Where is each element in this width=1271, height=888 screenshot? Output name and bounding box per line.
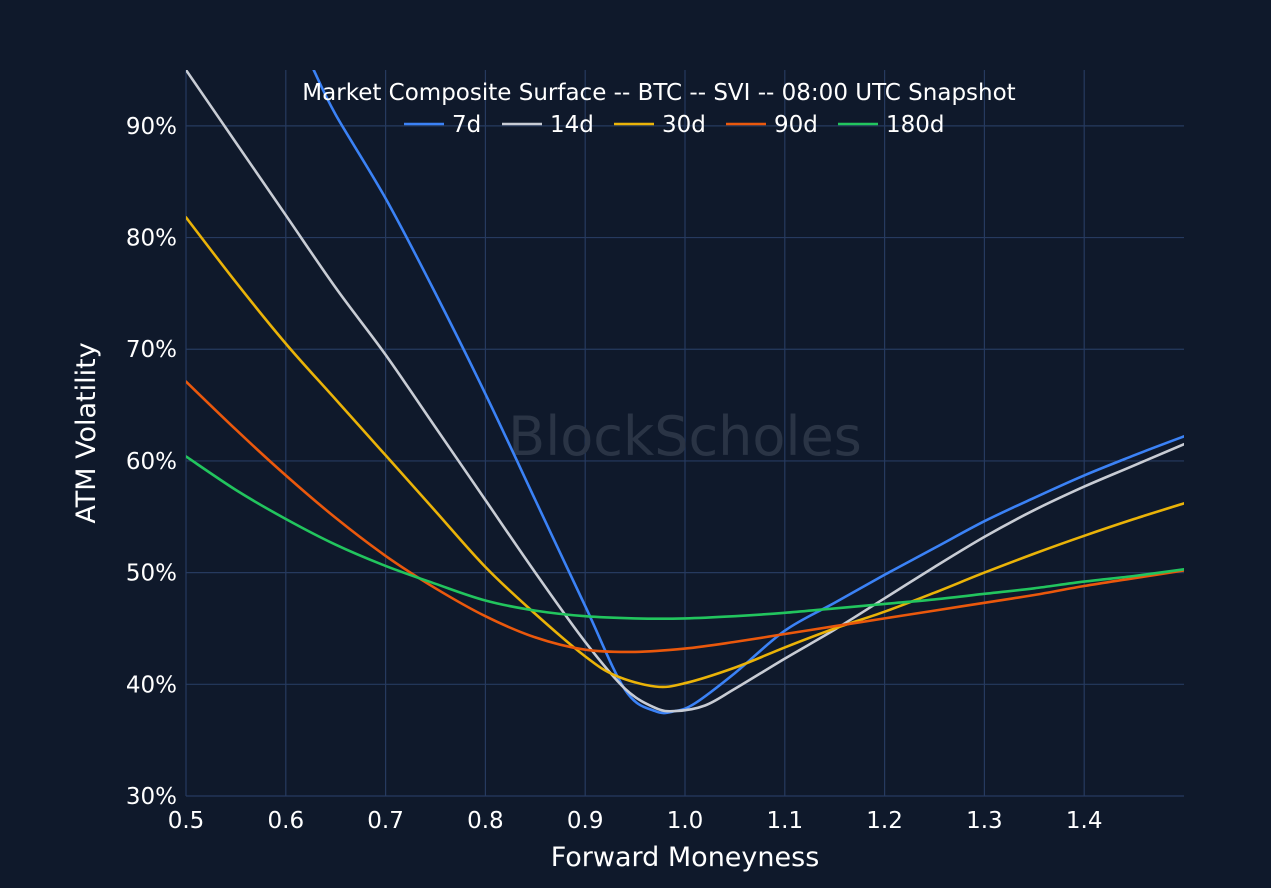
x-tick-label: 0.5 <box>168 808 205 834</box>
plot-area: BlockScholes <box>186 70 1184 715</box>
x-tick-label: 1.4 <box>1066 808 1103 834</box>
watermark-text: BlockScholes <box>508 405 862 468</box>
legend-label: 90d <box>774 112 818 138</box>
y-axis-ticks: 30% 40% 50% 60% 70% 80% 90% <box>126 114 177 810</box>
series-lines <box>186 70 1184 715</box>
legend-item-7d[interactable]: 7d <box>404 112 481 138</box>
legend-item-14d[interactable]: 14d <box>502 112 594 138</box>
legend-label: 30d <box>662 112 706 138</box>
series-line-180d <box>186 455 1184 620</box>
x-tick-label: 1.3 <box>966 808 1003 834</box>
y-tick-label: 30% <box>126 784 177 810</box>
chart-title: Market Composite Surface -- BTC -- SVI -… <box>302 80 1015 106</box>
legend-item-180d[interactable]: 180d <box>838 112 945 138</box>
x-tick-label: 1.1 <box>767 808 804 834</box>
y-tick-label: 60% <box>126 449 177 475</box>
x-tick-label: 0.6 <box>268 808 305 834</box>
series-line-30d <box>186 216 1184 689</box>
y-tick-label: 40% <box>126 672 177 698</box>
y-axis-title: ATM Volatility <box>71 342 102 523</box>
grid <box>185 70 1184 797</box>
x-tick-label: 1.2 <box>866 808 903 834</box>
legend-label: 180d <box>886 112 945 138</box>
legend-item-30d[interactable]: 30d <box>614 112 706 138</box>
series-line-14d <box>186 70 1184 713</box>
legend-label: 14d <box>550 112 594 138</box>
x-tick-label: 1.0 <box>667 808 704 834</box>
x-tick-label: 0.9 <box>567 808 604 834</box>
legend[interactable]: 7d 14d 30d 90d 180d <box>404 112 945 138</box>
y-tick-label: 50% <box>126 561 177 587</box>
legend-item-90d[interactable]: 90d <box>726 112 818 138</box>
y-tick-label: 90% <box>126 114 177 140</box>
x-axis-title: Forward Moneyness <box>551 842 820 873</box>
x-axis-ticks: 0.5 0.6 0.7 0.8 0.9 1.0 1.1 1.2 1.3 1.4 <box>168 808 1103 834</box>
x-tick-label: 0.7 <box>367 808 404 834</box>
x-tick-label: 0.8 <box>467 808 504 834</box>
y-tick-label: 70% <box>126 337 177 363</box>
series-line-90d <box>186 380 1184 654</box>
y-tick-label: 80% <box>126 226 177 252</box>
legend-label: 7d <box>452 112 481 138</box>
